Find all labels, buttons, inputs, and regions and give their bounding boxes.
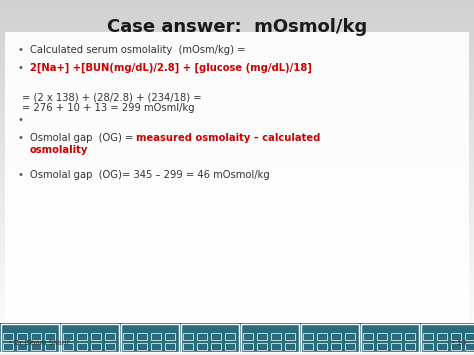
Bar [331, 343, 341, 350]
Bar [77, 333, 87, 340]
Bar [437, 343, 447, 350]
Bar [243, 343, 253, 350]
Bar [183, 333, 193, 340]
Text: •: • [18, 115, 24, 125]
Bar [241, 324, 299, 352]
Bar [197, 333, 207, 340]
Text: measured osmolaity – calculated: measured osmolaity – calculated [137, 133, 321, 143]
Bar [137, 333, 147, 340]
Bar [303, 333, 313, 340]
Bar [225, 333, 235, 340]
Bar [77, 343, 87, 350]
Bar [257, 333, 267, 340]
Text: •: • [18, 63, 24, 73]
Bar [105, 343, 115, 350]
Bar [377, 333, 387, 340]
Bar [183, 343, 193, 350]
Bar [423, 333, 433, 340]
Bar [301, 324, 359, 352]
Bar [5, 32, 469, 327]
Bar [0, 323, 474, 353]
Bar [317, 343, 327, 350]
Bar [303, 343, 313, 350]
Bar [421, 324, 474, 352]
Bar [243, 333, 253, 340]
Bar [361, 324, 419, 352]
Bar [165, 333, 175, 340]
Text: = 345 – 299 = ​46 mOsmol/kg: = 345 – 299 = ​46 mOsmol/kg [122, 170, 270, 180]
Bar [257, 343, 267, 350]
Bar [465, 333, 474, 340]
Bar [45, 343, 55, 350]
Bar [405, 343, 415, 350]
Bar [31, 333, 41, 340]
Bar [345, 333, 355, 340]
Bar [63, 343, 73, 350]
Bar [151, 343, 161, 350]
Bar [391, 343, 401, 350]
Bar [271, 333, 281, 340]
Text: osmolality: osmolality [30, 145, 88, 155]
Bar [105, 333, 115, 340]
Text: • 13: • 13 [451, 340, 466, 346]
Bar [181, 324, 239, 352]
Bar [451, 333, 461, 340]
Text: Calculated serum osmolality  (mOsm/kg) =: Calculated serum osmolality (mOsm/kg) = [30, 45, 246, 55]
Bar [31, 343, 41, 350]
Bar [137, 343, 147, 350]
Bar [271, 343, 281, 350]
Bar [45, 333, 55, 340]
Bar [331, 333, 341, 340]
Text: Osmolal gap  (OG) =: Osmolal gap (OG) = [30, 133, 137, 143]
Bar [197, 343, 207, 350]
Bar [123, 343, 133, 350]
Text: = (2 x 138) + (28/2.8) + (234/18) =: = (2 x 138) + (28/2.8) + (234/18) = [22, 93, 201, 103]
Bar [1, 324, 59, 352]
Bar [91, 333, 101, 340]
Bar [61, 324, 119, 352]
Text: • Dr Elham Sharif: • Dr Elham Sharif [8, 340, 69, 346]
Text: •: • [18, 133, 24, 143]
Text: •: • [18, 170, 24, 180]
Text: = 276 + 10 + 13 = 299 mOsml/kg: = 276 + 10 + 13 = 299 mOsml/kg [22, 103, 195, 113]
Bar [405, 333, 415, 340]
Bar [121, 324, 179, 352]
Bar [363, 333, 373, 340]
Text: •: • [18, 45, 24, 55]
Bar [285, 343, 295, 350]
Text: 2[Na+] +[BUN(mg/dL)/2.8] + [glucose (mg/dL)/18]: 2[Na+] +[BUN(mg/dL)/2.8] + [glucose (mg/… [30, 63, 312, 73]
Bar [345, 343, 355, 350]
Bar [17, 343, 27, 350]
Bar [423, 343, 433, 350]
Bar [0, 352, 474, 355]
Bar [211, 333, 221, 340]
Bar [391, 333, 401, 340]
Bar [451, 343, 461, 350]
Bar [151, 333, 161, 340]
Bar [165, 343, 175, 350]
Bar [3, 343, 13, 350]
Bar [465, 343, 474, 350]
Bar [317, 333, 327, 340]
Text: Osmolal gap  (OG): Osmolal gap (OG) [30, 170, 122, 180]
Bar [363, 343, 373, 350]
Bar [285, 333, 295, 340]
Bar [3, 333, 13, 340]
Bar [123, 333, 133, 340]
Text: Case answer:  mOsmol/kg: Case answer: mOsmol/kg [107, 18, 367, 36]
Bar [225, 343, 235, 350]
Bar [91, 343, 101, 350]
Bar [211, 343, 221, 350]
Bar [17, 333, 27, 340]
Bar [377, 343, 387, 350]
Bar [437, 333, 447, 340]
Bar [63, 333, 73, 340]
